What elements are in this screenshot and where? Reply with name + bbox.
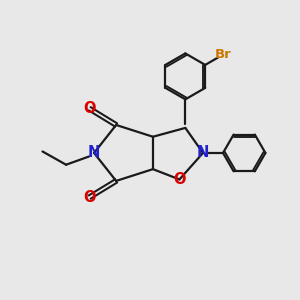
Text: O: O <box>173 172 186 187</box>
Text: O: O <box>83 101 96 116</box>
Text: N: N <box>197 146 209 160</box>
Text: N: N <box>88 146 100 160</box>
Text: O: O <box>83 190 96 205</box>
Text: Br: Br <box>215 48 232 61</box>
